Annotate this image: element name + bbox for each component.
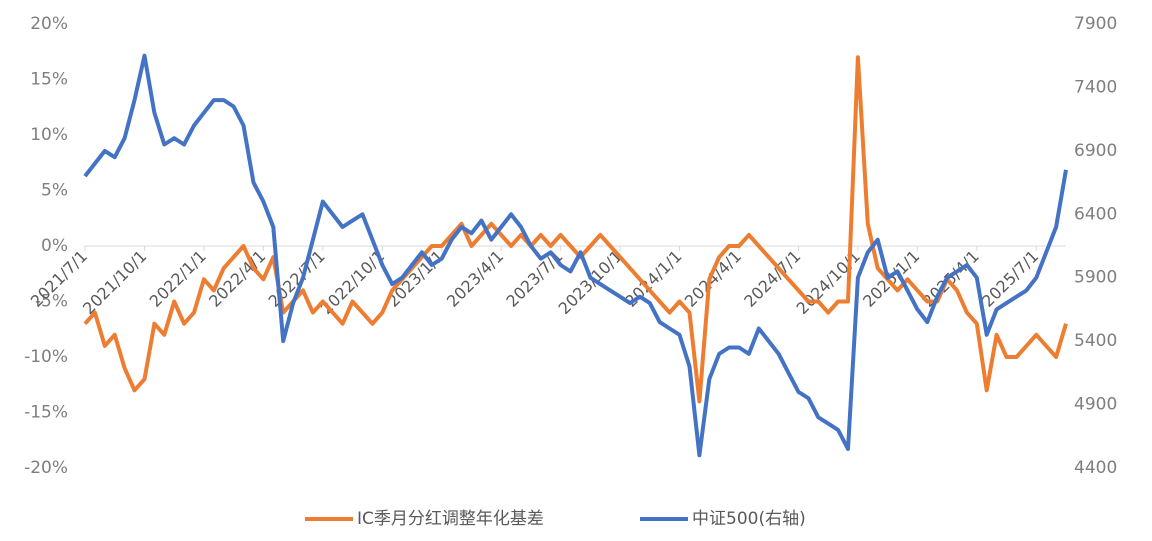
y-tick-label: -20%: [24, 458, 68, 478]
y-tick-label: 0%: [41, 236, 68, 256]
y-tick-label: 15%: [30, 70, 68, 90]
y-tick-label: 10%: [30, 125, 68, 145]
x-tick-label: 2023/10/1: [555, 247, 626, 318]
series-line: [83, 55, 1068, 404]
y2-tick-label: 6400: [1074, 204, 1117, 224]
x-tick-label: 2021/10/1: [79, 247, 150, 318]
y2-tick-label: 7400: [1074, 77, 1117, 97]
series-line: [83, 53, 1068, 458]
x-tick-label: 2022/1/1: [146, 247, 210, 311]
x-tick-label: 2023/4/1: [443, 247, 507, 311]
y-tick-label: 5%: [41, 181, 68, 201]
x-tick-label: 2024/10/1: [792, 247, 863, 318]
y2-tick-label: 5400: [1074, 331, 1117, 351]
y2-tick-label: 6900: [1074, 141, 1117, 161]
legend-label: 中证500(右轴): [692, 509, 806, 529]
y2-tick-label: 4400: [1074, 458, 1117, 478]
y2-tick-label: 5900: [1074, 268, 1117, 288]
y2-tick-label: 4900: [1074, 395, 1117, 415]
x-tick-label: 2023/1/1: [383, 247, 447, 311]
y-tick-label: -5%: [35, 292, 68, 312]
legend-label: IC季月分红调整年化基差: [357, 509, 544, 529]
y-tick-label: 20%: [30, 14, 68, 34]
x-tick-label: 2022/4/1: [205, 247, 269, 311]
x-tick-label: 2024/4/1: [681, 247, 745, 311]
y-tick-label: -15%: [24, 403, 68, 423]
y-tick-label: -10%: [24, 347, 68, 367]
y2-tick-label: 7900: [1074, 14, 1117, 34]
